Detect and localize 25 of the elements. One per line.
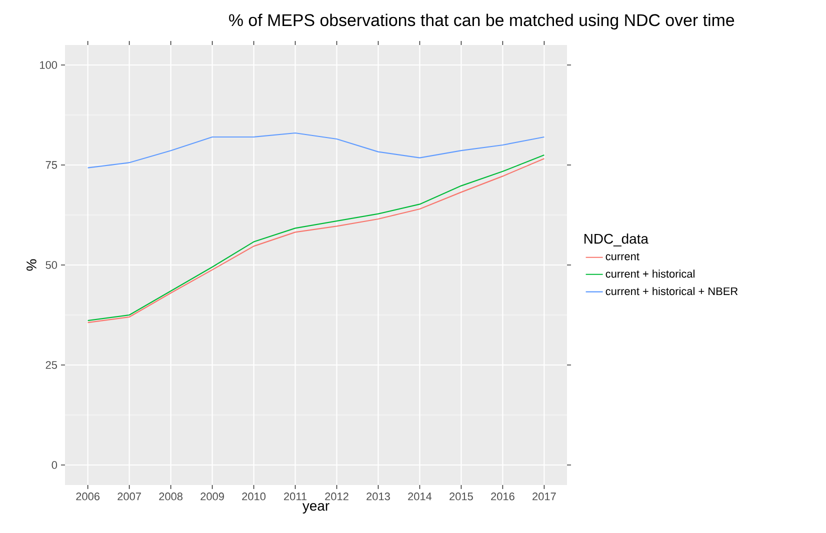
- x-tick-label: 2008: [159, 492, 182, 500]
- legend-label: current + historical: [606, 270, 694, 278]
- x-tick-label: 2015: [450, 492, 473, 500]
- y-tick-label: 0: [52, 461, 58, 469]
- x-axis-title: year: [302, 503, 330, 514]
- y-tick-label: 75: [46, 161, 58, 169]
- y-tick-label: 100: [40, 61, 58, 69]
- x-tick-label: 2011: [284, 492, 307, 500]
- x-tick-label: 2013: [366, 492, 390, 500]
- x-tick-label: 2010: [242, 492, 266, 500]
- x-tick-label: 2006: [76, 492, 100, 500]
- x-tick-label: 2007: [118, 492, 141, 500]
- x-tick-label: 2014: [408, 492, 432, 500]
- x-tick-label: 2012: [325, 492, 348, 500]
- legend-label: current + historical + NBER: [606, 287, 738, 296]
- chart-title: % of MEPS observations that can be matched using NDC over time: [229, 14, 734, 30]
- y-tick-label: 25: [46, 361, 58, 369]
- line-series: [87, 132, 545, 168]
- x-tick-label: 2016: [491, 492, 514, 500]
- legend-title: NDC_data: [584, 233, 648, 246]
- x-tick-label: 2009: [200, 492, 224, 500]
- legend-label: current: [606, 253, 640, 260]
- y-axis-title: %: [26, 259, 36, 271]
- y-tick-label: 50: [46, 261, 58, 269]
- x-tick-label: 2017: [532, 492, 556, 500]
